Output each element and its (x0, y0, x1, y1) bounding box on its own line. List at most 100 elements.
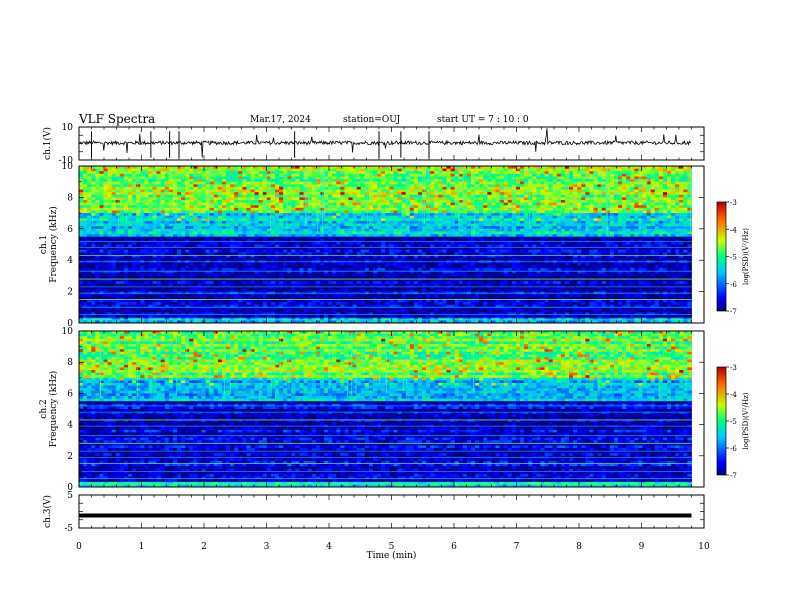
spec-cell (577, 239, 582, 243)
spec-cell (344, 205, 349, 209)
spec-cell (242, 210, 247, 214)
spec-cell (577, 176, 582, 180)
spec-cell (128, 189, 133, 193)
spec-cell (172, 179, 178, 183)
spec-cell (377, 207, 382, 211)
spec-cell (99, 220, 104, 224)
spec-cell (311, 171, 317, 175)
spec-cell (356, 223, 362, 227)
spec-cell (111, 200, 117, 204)
spec-cell (177, 218, 182, 222)
spec-cell (144, 192, 149, 196)
spec-cell (140, 247, 145, 251)
spec-cell (168, 200, 174, 204)
spec-cell (128, 197, 133, 201)
spec-cell (270, 241, 276, 245)
spec-cell (115, 249, 121, 253)
spec-cell (87, 213, 92, 217)
spec-cell (128, 226, 133, 230)
spec-cell (618, 220, 623, 224)
spec-cell (319, 168, 325, 172)
spec-cell (630, 197, 635, 201)
spec-cell (201, 184, 206, 188)
spec-cell (671, 236, 676, 240)
spec-cell (450, 210, 456, 214)
spec-cell (622, 176, 627, 180)
spec-cell (450, 228, 456, 232)
spec-cell (577, 189, 582, 193)
spec-cell (524, 179, 529, 183)
spec-cell (83, 236, 88, 240)
spec-cell (609, 202, 615, 206)
spec-cell (352, 189, 358, 193)
spec-cell (107, 186, 113, 190)
spec-cell (454, 171, 460, 175)
spec-cell (462, 228, 468, 232)
spec-cell (434, 220, 439, 224)
spec-cell (642, 186, 647, 190)
spec-cell (662, 173, 668, 177)
spec-cell (189, 218, 194, 222)
spec-cell (593, 223, 598, 227)
spec-cell (201, 207, 206, 211)
spec-cell (107, 168, 113, 172)
spec-cell (528, 244, 533, 248)
spec-cell (185, 218, 190, 222)
spec-cell (630, 231, 635, 235)
spec-cell (638, 239, 643, 243)
spec-cell (491, 184, 496, 188)
spec-cell (577, 241, 582, 245)
spec-cell (589, 197, 594, 201)
spec-cell (287, 241, 292, 245)
spec-cell (307, 194, 313, 198)
spec-cell (634, 215, 639, 219)
spec-cell (605, 228, 611, 232)
spec-cell (544, 171, 549, 175)
spec-cell (344, 231, 349, 235)
spec-cell (307, 179, 313, 183)
spec-cell (368, 223, 374, 227)
spec-cell (577, 234, 582, 238)
spec-cell (303, 205, 309, 209)
spec-cell (605, 247, 611, 251)
spec-cell (397, 210, 402, 214)
spec-cell (258, 236, 264, 240)
spec-cell (683, 166, 688, 170)
spec-cell (507, 215, 513, 219)
spec-cell (291, 202, 296, 206)
spec-cell (123, 210, 129, 214)
spec-cell (520, 168, 525, 172)
spec-cell (230, 215, 235, 219)
spec-cell (618, 207, 623, 211)
spec-cell (242, 186, 247, 190)
spec-cell (348, 202, 353, 206)
spec-cell (593, 241, 598, 245)
spec-cell (466, 234, 472, 238)
spec-cell (234, 186, 239, 190)
spec-cell (483, 173, 488, 177)
spec-cell (540, 236, 545, 240)
spec-cell (507, 241, 513, 245)
spec-cell (471, 223, 476, 227)
spec-cell (226, 239, 231, 243)
spec-cell (458, 210, 464, 214)
spec-cell (662, 189, 668, 193)
spec-cell (601, 205, 607, 209)
spec-cell (226, 220, 231, 224)
spec-cell (99, 186, 104, 190)
spec-cell (254, 244, 260, 248)
spec-cell (87, 231, 92, 235)
spec-cell (303, 207, 309, 211)
spec-cell (340, 241, 345, 245)
spec-cell (487, 210, 492, 214)
spec-cell (287, 194, 292, 198)
spec-cell (475, 210, 480, 214)
spec-cell (201, 231, 206, 235)
spec-cell (119, 205, 125, 209)
spec-cell (115, 166, 121, 170)
spec-cell (385, 176, 390, 180)
spec-cell (556, 168, 562, 172)
spec-cell (662, 197, 668, 201)
spec-cell (111, 210, 117, 214)
spec-cell (205, 176, 211, 180)
